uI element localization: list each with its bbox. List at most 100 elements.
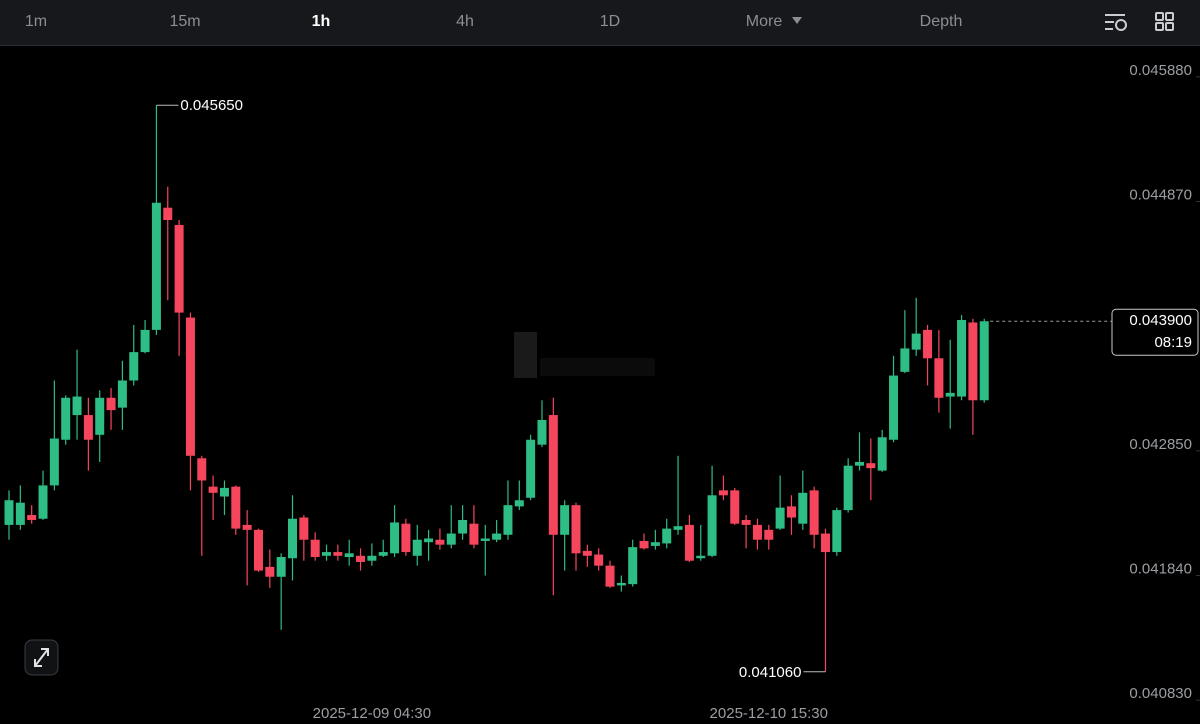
candle-body — [968, 322, 978, 401]
candle-body — [979, 321, 989, 401]
last-price-box — [1111, 308, 1199, 356]
watermark — [540, 358, 655, 376]
candle-body — [185, 317, 195, 456]
candle-body — [775, 507, 785, 529]
candle-body — [820, 533, 830, 553]
candle-body — [231, 486, 241, 529]
layout-icon[interactable] — [1155, 12, 1174, 31]
candle-body — [458, 519, 468, 534]
expand-button[interactable] — [24, 639, 59, 676]
candle-body — [798, 492, 808, 524]
candle-body — [707, 495, 717, 556]
candle-body — [503, 505, 513, 535]
timeframe-tab[interactable]: 1D — [600, 13, 620, 30]
last-price-label: 0.043900 — [1129, 312, 1192, 329]
candle-body — [548, 415, 558, 535]
candle-body — [265, 566, 275, 577]
candle-body — [945, 392, 955, 397]
dropdown-arrow[interactable] — [792, 17, 802, 24]
candle-body — [174, 224, 184, 313]
timeframe-tab[interactable]: More — [746, 13, 783, 30]
candle-body — [38, 485, 48, 519]
candle-body — [911, 333, 921, 350]
toolbar — [0, 0, 1200, 45]
candle-body — [299, 517, 309, 540]
candle-body — [469, 523, 479, 545]
timeframe-tab[interactable]: 1h — [312, 13, 331, 30]
candle-body — [367, 555, 377, 561]
candle-body — [344, 553, 354, 558]
candle-body — [435, 539, 445, 545]
candle-body — [730, 490, 740, 524]
x-tick-label: 2025-12-09 04:30 — [313, 705, 431, 722]
candle-body — [582, 550, 592, 556]
candle-body — [741, 519, 751, 525]
candle-body — [560, 505, 570, 535]
candle-body — [140, 329, 150, 353]
candle-body — [356, 555, 366, 562]
candle-body — [106, 397, 116, 411]
candle-body — [15, 502, 25, 525]
timeframe-tab[interactable]: 4h — [456, 13, 474, 30]
candle-body — [95, 397, 105, 435]
candle-body — [843, 465, 853, 511]
candle-body — [401, 523, 411, 553]
timeframe-tab[interactable]: 1m — [25, 13, 47, 30]
candle-body — [639, 540, 649, 549]
settings-icon[interactable] — [1105, 14, 1127, 31]
candle-body — [900, 348, 910, 372]
candle-body — [424, 538, 434, 543]
candle-body — [571, 505, 581, 554]
candle-body — [310, 539, 320, 558]
candle-body — [333, 552, 343, 556]
candle-body — [378, 552, 388, 556]
candle-body — [163, 207, 173, 221]
candle-body — [696, 555, 706, 559]
candle-body — [934, 358, 944, 398]
candle-body — [718, 490, 728, 496]
candle-body — [923, 329, 933, 359]
candle-body — [786, 506, 796, 518]
countdown: 08:19 — [1154, 334, 1192, 351]
candle-body — [390, 522, 400, 554]
watermark — [514, 332, 537, 378]
y-tick-label: 0.044870 — [1129, 186, 1192, 203]
candle-body — [219, 487, 229, 497]
candle-body — [957, 320, 967, 397]
candle-body — [151, 202, 161, 330]
candle-body — [673, 526, 683, 530]
candle-body — [208, 486, 218, 493]
candle-body — [752, 524, 762, 540]
y-tick-label: 0.040830 — [1129, 685, 1192, 702]
candle-body — [605, 565, 615, 587]
candle-body — [83, 415, 93, 440]
y-tick-label: 0.045880 — [1129, 62, 1192, 79]
y-tick-label: 0.042850 — [1129, 436, 1192, 453]
candle-body — [480, 538, 490, 541]
candle-body — [242, 524, 252, 530]
candle-body — [594, 554, 604, 566]
candle-body — [322, 552, 332, 556]
candle-body — [684, 524, 694, 561]
candle-body — [446, 533, 456, 545]
x-tick-label: 2025-12-10 15:30 — [710, 705, 828, 722]
candle-body — [616, 582, 626, 586]
candle-body — [832, 510, 842, 553]
timeframe-tab[interactable]: Depth — [920, 13, 963, 30]
candle-body — [4, 500, 14, 525]
candle-body — [412, 539, 422, 556]
timeframe-tab[interactable]: 15m — [169, 13, 200, 30]
candle-body — [61, 397, 71, 440]
candle-body — [866, 463, 876, 469]
candle-body — [197, 458, 207, 481]
candle-body — [288, 518, 297, 559]
candle-body — [514, 500, 524, 507]
high-label: 0.045650 — [180, 97, 243, 114]
candle-body — [253, 529, 263, 571]
candle-body — [117, 380, 127, 408]
candle-body — [628, 547, 638, 585]
candle-body — [27, 515, 37, 520]
low-label: 0.041060 — [739, 664, 802, 681]
candle-body — [809, 490, 819, 535]
